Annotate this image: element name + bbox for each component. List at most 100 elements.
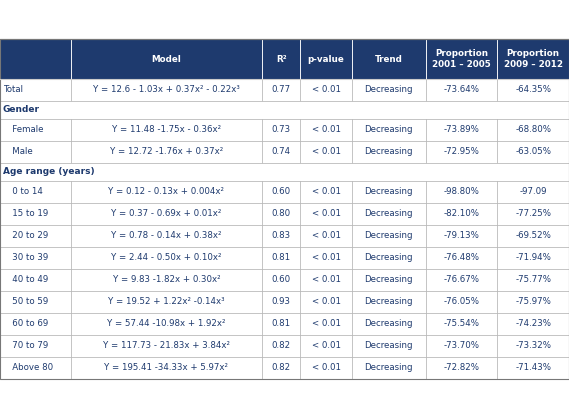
Bar <box>262 357 300 379</box>
Text: Decreasing: Decreasing <box>364 188 413 196</box>
Bar <box>71 203 262 225</box>
Bar <box>300 269 352 291</box>
Text: -72.95%: -72.95% <box>443 148 480 156</box>
Text: 20 to 29: 20 to 29 <box>4 232 48 240</box>
Text: Decreasing: Decreasing <box>364 86 413 94</box>
Text: Decreasing: Decreasing <box>364 298 413 306</box>
Bar <box>426 203 497 225</box>
Text: -71.43%: -71.43% <box>515 364 551 372</box>
Bar <box>0 247 71 269</box>
Bar <box>426 313 497 335</box>
Bar <box>71 269 262 291</box>
Bar <box>426 291 497 313</box>
Bar <box>352 313 426 335</box>
Text: < 0.01: < 0.01 <box>312 148 340 156</box>
Text: -71.94%: -71.94% <box>515 253 551 263</box>
Text: 0.82: 0.82 <box>271 364 291 372</box>
Text: 0.60: 0.60 <box>271 275 291 285</box>
Text: < 0.01: < 0.01 <box>312 86 340 94</box>
Bar <box>497 119 569 141</box>
Text: -76.48%: -76.48% <box>443 253 480 263</box>
Bar <box>352 79 426 101</box>
Text: Female: Female <box>4 125 43 135</box>
Bar <box>300 79 352 101</box>
Text: 0.77: 0.77 <box>271 86 291 94</box>
Text: Y = 11.48 -1.75x - 0.36x²: Y = 11.48 -1.75x - 0.36x² <box>112 125 221 135</box>
Bar <box>262 181 300 203</box>
Text: 0.60: 0.60 <box>271 188 291 196</box>
Bar <box>497 357 569 379</box>
Text: Gender: Gender <box>3 105 40 115</box>
Text: Y = 0.37 - 0.69x + 0.01x²: Y = 0.37 - 0.69x + 0.01x² <box>112 209 221 219</box>
Text: -69.52%: -69.52% <box>515 232 551 240</box>
Bar <box>497 291 569 313</box>
Text: -76.05%: -76.05% <box>443 298 480 306</box>
Bar <box>497 335 569 357</box>
Text: -73.89%: -73.89% <box>443 125 480 135</box>
Text: 60 to 69: 60 to 69 <box>4 319 48 329</box>
Bar <box>300 247 352 269</box>
Bar <box>71 225 262 247</box>
Bar <box>262 291 300 313</box>
Bar <box>497 79 569 101</box>
Bar <box>352 247 426 269</box>
Text: Y = 195.41 -34.33x + 5.97x²: Y = 195.41 -34.33x + 5.97x² <box>105 364 228 372</box>
Text: Proportion
2001 – 2005: Proportion 2001 – 2005 <box>432 49 491 69</box>
Text: 0.83: 0.83 <box>271 232 291 240</box>
Bar <box>0 181 71 203</box>
Text: -74.23%: -74.23% <box>515 319 551 329</box>
Text: < 0.01: < 0.01 <box>312 188 340 196</box>
Bar <box>0 39 569 379</box>
Bar <box>71 141 262 163</box>
Bar <box>71 39 262 79</box>
Bar <box>71 335 262 357</box>
Bar <box>262 141 300 163</box>
Text: 0.73: 0.73 <box>271 125 291 135</box>
Bar <box>497 181 569 203</box>
Text: Decreasing: Decreasing <box>364 125 413 135</box>
Text: Y = 19.52 + 1.22x² -0.14x³: Y = 19.52 + 1.22x² -0.14x³ <box>108 298 225 306</box>
Bar <box>352 119 426 141</box>
Text: Y = 12.6 - 1.03x + 0.37x² - 0.22x³: Y = 12.6 - 1.03x + 0.37x² - 0.22x³ <box>93 86 240 94</box>
Text: < 0.01: < 0.01 <box>312 253 340 263</box>
Bar <box>426 141 497 163</box>
Text: 0.80: 0.80 <box>271 209 291 219</box>
Text: -72.82%: -72.82% <box>443 364 480 372</box>
Text: Male: Male <box>4 148 33 156</box>
Bar <box>71 247 262 269</box>
Bar <box>352 357 426 379</box>
Text: Trend: Trend <box>375 54 402 64</box>
Bar <box>352 291 426 313</box>
Text: Above 80: Above 80 <box>4 364 53 372</box>
Text: 50 to 59: 50 to 59 <box>4 298 48 306</box>
Bar <box>262 119 300 141</box>
Text: Y = 0.12 - 0.13x + 0.004x²: Y = 0.12 - 0.13x + 0.004x² <box>109 188 224 196</box>
Text: < 0.01: < 0.01 <box>312 232 340 240</box>
Bar <box>426 357 497 379</box>
Bar <box>300 291 352 313</box>
Bar <box>352 39 426 79</box>
Bar <box>497 203 569 225</box>
Text: -64.35%: -64.35% <box>515 86 551 94</box>
Bar <box>352 203 426 225</box>
Bar <box>71 119 262 141</box>
Text: 0.81: 0.81 <box>271 319 291 329</box>
Text: Y = 0.78 - 0.14x + 0.38x²: Y = 0.78 - 0.14x + 0.38x² <box>111 232 222 240</box>
Bar <box>0 357 71 379</box>
Text: 0.74: 0.74 <box>271 148 291 156</box>
Text: -76.67%: -76.67% <box>443 275 480 285</box>
Bar <box>300 141 352 163</box>
Text: 0.93: 0.93 <box>271 298 291 306</box>
Text: Decreasing: Decreasing <box>364 253 413 263</box>
Bar <box>0 39 71 79</box>
Text: Proportion
2009 – 2012: Proportion 2009 – 2012 <box>504 49 563 69</box>
Text: -68.80%: -68.80% <box>515 125 551 135</box>
Text: -98.80%: -98.80% <box>443 188 480 196</box>
Text: Decreasing: Decreasing <box>364 232 413 240</box>
Bar <box>426 39 497 79</box>
Text: 15 to 19: 15 to 19 <box>4 209 48 219</box>
Text: Y = 57.44 -10.98x + 1.92x²: Y = 57.44 -10.98x + 1.92x² <box>107 319 226 329</box>
Text: 0.81: 0.81 <box>271 253 291 263</box>
Bar <box>71 181 262 203</box>
Bar <box>497 39 569 79</box>
